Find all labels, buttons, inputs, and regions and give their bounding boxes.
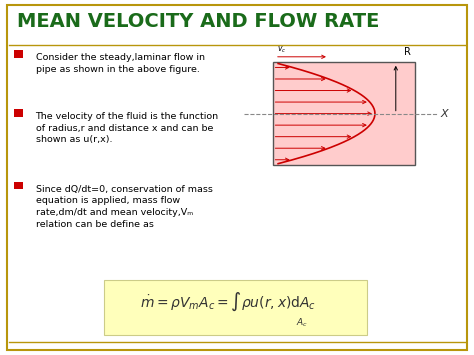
Text: $\dot{m} = \rho V_m A_c = \int\rho u(r,x)\mathrm{d}A_c$: $\dot{m} = \rho V_m A_c = \int\rho u(r,x… bbox=[140, 290, 316, 312]
Bar bbox=[14, 50, 23, 58]
Bar bbox=[14, 109, 23, 117]
Text: $v_c$: $v_c$ bbox=[277, 44, 287, 55]
Text: MEAN VELOCITY AND FLOW RATE: MEAN VELOCITY AND FLOW RATE bbox=[17, 12, 379, 32]
Bar bbox=[14, 182, 23, 190]
Text: R: R bbox=[404, 47, 411, 57]
Bar bbox=[104, 280, 367, 335]
Text: $A_c$: $A_c$ bbox=[296, 317, 308, 329]
Text: X: X bbox=[441, 109, 448, 119]
Text: Consider the steady,laminar flow in
pipe as shown in the above figure.: Consider the steady,laminar flow in pipe… bbox=[36, 53, 205, 74]
Bar bbox=[273, 62, 415, 165]
Text: The velocity of the fluid is the function
of radius,r and distance x and can be
: The velocity of the fluid is the functio… bbox=[36, 112, 219, 144]
Text: Since dQ/dt=0, conservation of mass
equation is applied, mass flow
rate,dm/dt an: Since dQ/dt=0, conservation of mass equa… bbox=[36, 185, 212, 229]
